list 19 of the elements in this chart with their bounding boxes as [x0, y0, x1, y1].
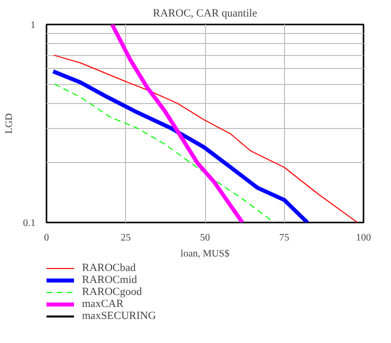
line-series [53, 54, 358, 222]
line-series [110, 24, 244, 222]
y-axis-title: LGD [4, 113, 15, 134]
chart-title: RAROC, CAR quantile [152, 8, 258, 20]
legend-label: maxSECURING [82, 310, 156, 322]
x-tick-label: 50 [200, 232, 210, 244]
x-axis-title: loan, MUS$ [180, 248, 230, 260]
line-series [54, 84, 275, 222]
x-tick-label: 75 [279, 232, 290, 244]
x-tick-label: 0 [44, 232, 49, 244]
x-tick-label: 100 [356, 232, 371, 244]
line-series [51, 69, 310, 222]
x-tick-label: 25 [120, 232, 131, 244]
y-tick-label: 1 [30, 20, 36, 31]
legend-label: RAROCgood [82, 286, 142, 298]
legend-label: maxCAR [82, 298, 124, 310]
legend-label: RAROCmid [82, 274, 138, 286]
legend-label: RAROCbad [82, 262, 136, 274]
y-tick-label: 0.1 [23, 218, 36, 229]
